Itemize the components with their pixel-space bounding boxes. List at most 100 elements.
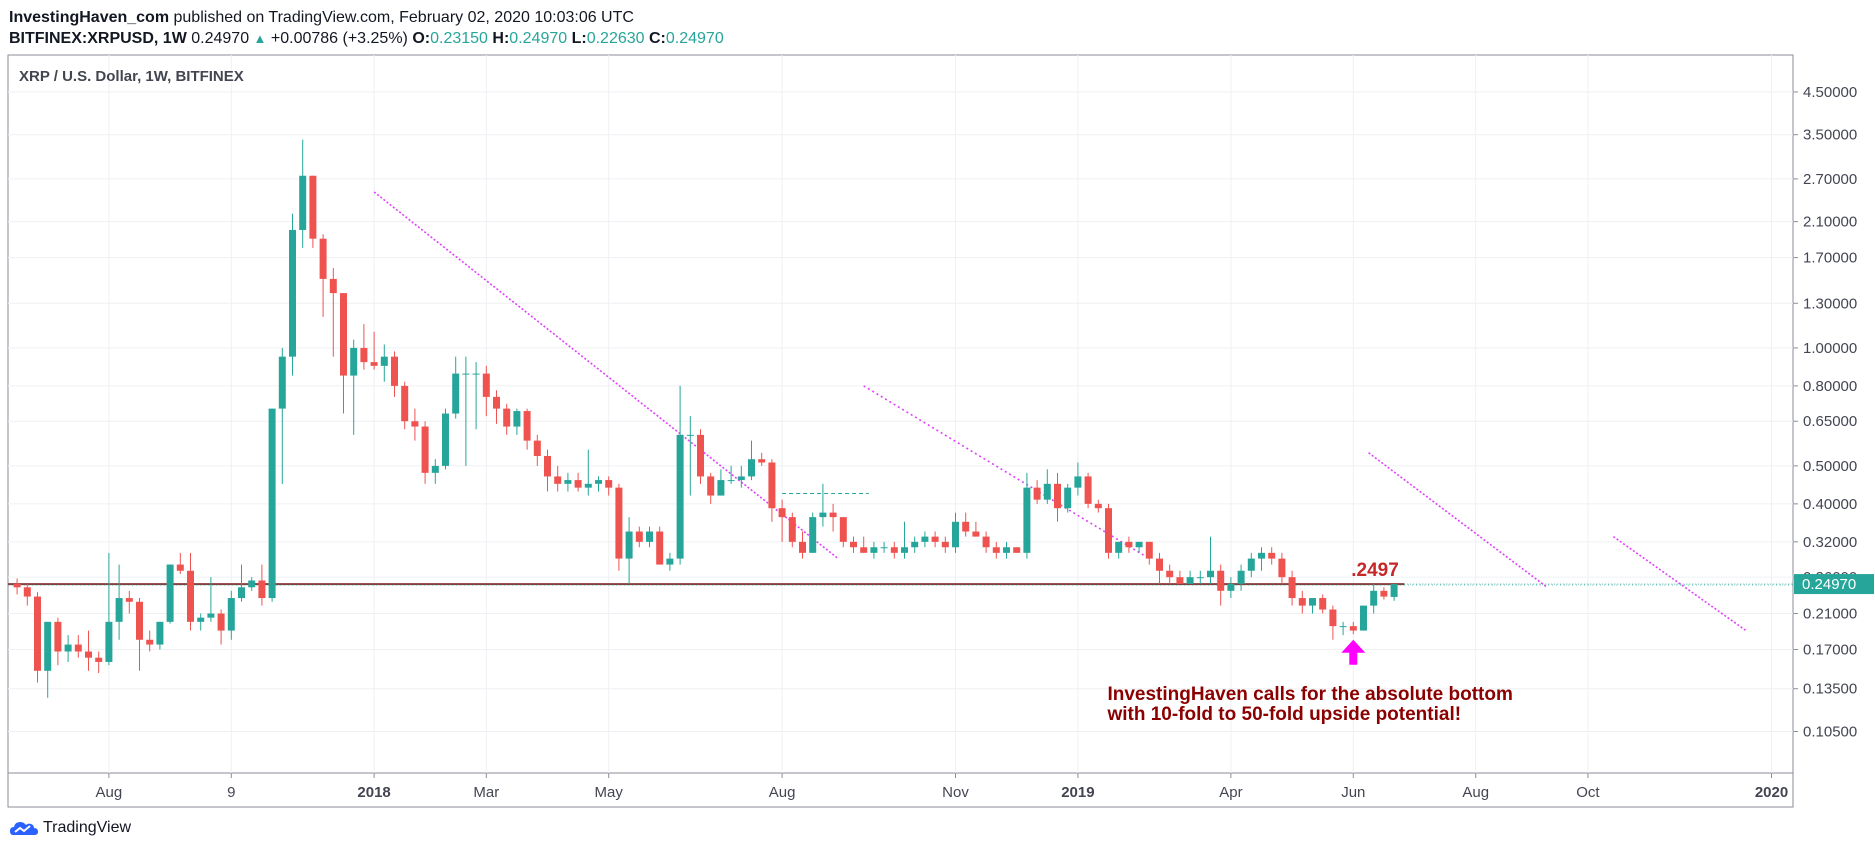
y-tick-label: 3.50000 bbox=[1803, 127, 1857, 144]
trendline[interactable] bbox=[373, 191, 839, 560]
candle-body bbox=[1207, 570, 1214, 578]
candle bbox=[34, 592, 41, 683]
candle bbox=[564, 472, 572, 492]
candle-body bbox=[992, 547, 1000, 553]
candle bbox=[982, 531, 990, 553]
candle-body bbox=[809, 517, 817, 553]
candle bbox=[962, 512, 970, 537]
candle bbox=[248, 577, 256, 591]
candle-body bbox=[176, 564, 184, 571]
candle-body bbox=[125, 598, 133, 602]
candle-body bbox=[401, 385, 409, 422]
candle-body bbox=[758, 459, 766, 463]
candle-body bbox=[238, 587, 245, 599]
candle bbox=[1054, 472, 1061, 522]
chart-title: XRP / U.S. Dollar, 1W, BITFINEX bbox=[19, 68, 244, 85]
candle-body bbox=[115, 598, 123, 622]
candle bbox=[1247, 552, 1255, 578]
candle bbox=[574, 472, 582, 492]
candle-body bbox=[309, 175, 317, 239]
trendline[interactable] bbox=[1368, 452, 1548, 588]
candle bbox=[758, 452, 766, 466]
candle-body bbox=[13, 583, 21, 588]
candle bbox=[329, 267, 337, 357]
candle-body bbox=[1115, 541, 1123, 553]
candle-body bbox=[595, 480, 602, 484]
candle-body bbox=[584, 483, 592, 488]
candle-body bbox=[329, 278, 337, 294]
candle-body bbox=[289, 229, 296, 357]
candle bbox=[493, 390, 500, 424]
candle-body bbox=[544, 455, 551, 477]
candle bbox=[533, 434, 541, 466]
candle-body bbox=[44, 621, 52, 671]
candle-body bbox=[1339, 626, 1347, 628]
candle bbox=[227, 590, 235, 640]
y-tick-label: 1.70000 bbox=[1803, 250, 1857, 267]
candle bbox=[931, 531, 939, 548]
candle-body bbox=[1349, 626, 1357, 631]
candle-body bbox=[911, 541, 919, 548]
x-tick-label: Apr bbox=[1219, 784, 1242, 801]
y-tick-label: 0.13500 bbox=[1803, 681, 1857, 698]
candle bbox=[1237, 564, 1245, 591]
x-tick-label: Aug bbox=[769, 784, 796, 801]
candle-body bbox=[829, 512, 837, 518]
trendline[interactable] bbox=[863, 385, 1150, 560]
candle bbox=[625, 517, 633, 584]
candle-body bbox=[1298, 598, 1306, 606]
trendline[interactable] bbox=[1612, 535, 1747, 632]
candle-body bbox=[523, 411, 531, 441]
candle-body bbox=[1278, 558, 1286, 578]
candle-body bbox=[462, 373, 470, 375]
candle bbox=[1380, 587, 1388, 600]
candle-body bbox=[227, 598, 235, 631]
candle-body bbox=[1084, 476, 1092, 504]
x-tick-label: 2020 bbox=[1755, 784, 1788, 801]
tradingview-logo[interactable]: TradingView bbox=[9, 818, 131, 838]
candle bbox=[187, 552, 194, 631]
candle-body bbox=[340, 293, 347, 376]
price-axis[interactable]: 4.50000 3.50000 2.70000 2.10000 1.70000 1.300… bbox=[1793, 84, 1857, 741]
price-change: +0.00786 (+3.25%) bbox=[270, 30, 408, 47]
candle-body bbox=[370, 362, 378, 366]
candle bbox=[176, 552, 184, 574]
candle bbox=[768, 459, 776, 522]
candle-body bbox=[625, 531, 633, 559]
candle-body bbox=[574, 480, 582, 488]
tradingview-brand: TradingView bbox=[43, 819, 132, 836]
candle-body bbox=[1237, 570, 1245, 584]
open-label: O: bbox=[412, 30, 431, 47]
candle-body bbox=[156, 621, 164, 645]
y-tick-label: 0.40000 bbox=[1803, 496, 1857, 513]
candle bbox=[1003, 541, 1010, 559]
candle bbox=[105, 552, 113, 666]
candle bbox=[503, 403, 511, 435]
candle bbox=[136, 598, 143, 671]
candle bbox=[207, 577, 215, 622]
candle bbox=[309, 175, 317, 248]
candle bbox=[1370, 583, 1378, 614]
symbol-label[interactable]: BITFINEX:XRPUSD, 1W bbox=[9, 30, 187, 47]
candle bbox=[156, 621, 164, 650]
time-axis[interactable]: Aug 9 2018 Mar May Aug Nov 2019 Apr Jun Aug Oct 2020 bbox=[96, 773, 1789, 801]
candle bbox=[921, 531, 929, 548]
x-tick-label: Oct bbox=[1576, 784, 1600, 801]
candle bbox=[431, 459, 439, 484]
candle bbox=[1278, 552, 1286, 584]
candle bbox=[819, 483, 827, 527]
candle-body bbox=[901, 547, 908, 553]
candle bbox=[1074, 462, 1082, 496]
candle-body bbox=[360, 347, 368, 363]
low-label: L: bbox=[571, 30, 587, 47]
candle bbox=[1349, 621, 1357, 635]
candle bbox=[1298, 590, 1306, 614]
candle-body bbox=[799, 541, 806, 553]
candle bbox=[1023, 472, 1031, 559]
candle-body bbox=[737, 476, 745, 481]
author-name[interactable]: InvestingHaven_com bbox=[9, 9, 170, 26]
candle-body bbox=[1003, 547, 1010, 553]
candle bbox=[737, 465, 745, 488]
candle-body bbox=[656, 531, 664, 565]
